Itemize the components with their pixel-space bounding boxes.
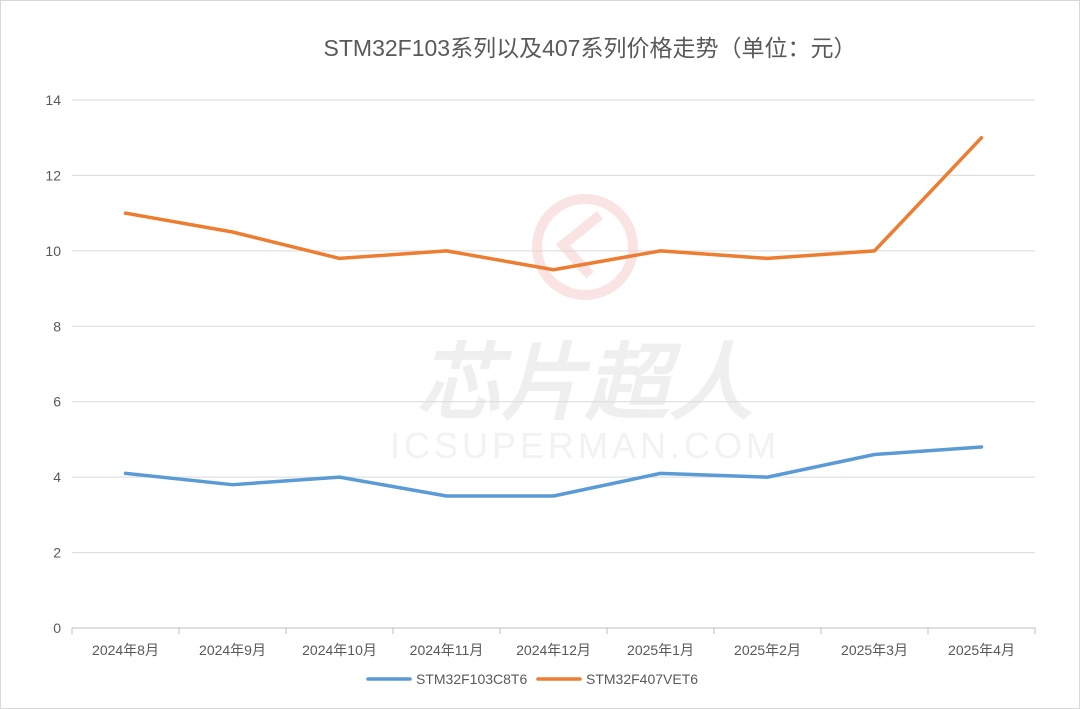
series-line-STM32F407VET6 [123,135,984,272]
data-point [445,494,448,498]
x-tick-label: 2024年10月 [302,642,377,658]
watermark-site-text: ICSUPERMAN.COM [390,425,780,466]
data-point [659,249,662,253]
data-point [980,136,983,140]
data-point [766,475,769,479]
legend-label: STM32F103C8T6 [416,671,527,687]
x-axis: 2024年8月 2024年9月 2024年10月 2024年11月 2024年12月 20… [71,628,1036,658]
y-tick-label: 6 [53,394,61,410]
watermark: 芯片超人 ICSUPERMAN.COM [390,194,780,466]
x-tick-label: 2024年8月 [92,642,159,658]
data-point [231,230,234,234]
chart-title: STM32F103系列以及407系列价格走势（单位：元） [324,35,857,61]
x-tick-label: 2025年4月 [948,642,1015,658]
x-tick-label: 2024年12月 [516,642,591,658]
y-tick-label: 4 [53,469,61,485]
x-tick-label: 2025年3月 [841,642,908,658]
data-point [659,471,662,475]
data-point [552,268,555,272]
y-tick-label: 10 [45,243,61,259]
watermark-logo-text: 芯片超人 [417,336,753,430]
data-point [980,445,983,449]
data-point [552,494,555,498]
x-tick-label: 2024年9月 [199,642,266,658]
y-tick-label: 12 [45,167,61,183]
data-point [873,249,876,253]
y-tick-label: 2 [53,545,61,561]
series-lines [123,135,984,498]
data-point [124,471,127,475]
x-tick-label: 2024年11月 [410,642,484,658]
data-point [873,453,876,457]
watermark-logo-icon [532,194,638,300]
data-point [124,211,127,215]
gridlines [72,99,1035,629]
data-point [338,256,341,260]
legend: STM32F103C8T6 STM32F407VET6 [366,671,698,687]
y-axis: 0 2 4 6 8 10 12 14 [45,92,61,636]
legend-label: STM32F407VET6 [586,671,698,687]
y-tick-label: 0 [53,620,61,636]
y-tick-label: 14 [45,92,61,108]
data-point [338,475,341,479]
x-tick-label: 2025年2月 [734,642,801,658]
x-tick-label: 2025年1月 [627,642,694,658]
data-point [766,256,769,260]
data-point [445,249,448,253]
data-point [231,483,234,487]
y-tick-label: 8 [53,318,61,334]
